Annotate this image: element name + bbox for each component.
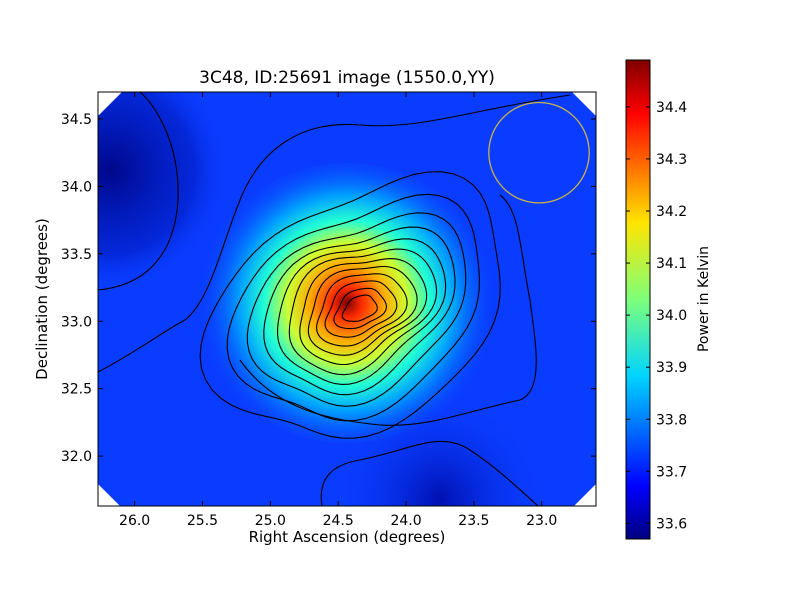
chart-title: 3C48, ID:25691 image (1550.0,YY) <box>199 68 495 88</box>
contour-line <box>246 212 467 407</box>
contour-line <box>307 265 418 356</box>
heatmap-image <box>98 92 596 506</box>
colorbar-tick-label: 34.1 <box>656 256 687 272</box>
colorbar-tick-label: 33.6 <box>656 516 687 532</box>
contour-lines <box>98 92 571 506</box>
y-tick-label: 33.0 <box>61 314 92 330</box>
colorbar-tick-label: 33.7 <box>656 464 687 480</box>
contour-line <box>288 248 438 376</box>
colorbar-tick-label: 34.0 <box>656 308 687 324</box>
x-tick-label: 25.5 <box>187 513 218 529</box>
contour-line <box>239 194 537 426</box>
contour-line <box>98 94 571 373</box>
colorbar-tick-label: 33.8 <box>656 412 687 428</box>
contour-line <box>226 193 480 422</box>
colorbar-tick-label: 33.9 <box>656 360 687 376</box>
colorbar-ticks: 33.6 33.7 33.8 33.9 34.0 34.1 34.2 34.3 34.4 <box>626 100 687 532</box>
colorbar <box>625 59 651 540</box>
beam-circle <box>488 101 590 204</box>
contour-line <box>199 171 501 439</box>
contour-line <box>98 92 179 291</box>
colorbar-label: Power in Kelvin <box>696 245 712 353</box>
contour-line <box>341 294 378 322</box>
plot-frame <box>97 91 597 507</box>
x-tick-label: 26.0 <box>119 513 150 529</box>
y-axis-ticks: 32.0 32.5 33.0 33.5 34.0 34.5 <box>61 112 596 465</box>
x-tick-label: 24.0 <box>390 513 421 529</box>
y-tick-label: 32.0 <box>61 449 92 465</box>
contour-line <box>316 273 408 347</box>
colorbar-tick-label: 34.4 <box>656 100 687 116</box>
y-tick-label: 33.5 <box>61 247 92 263</box>
contour-line <box>299 258 428 366</box>
y-tick-label: 34.5 <box>61 112 92 128</box>
y-tick-label: 32.5 <box>61 382 92 398</box>
x-tick-label: 24.5 <box>323 513 354 529</box>
contour-line <box>320 440 539 506</box>
contour-line <box>333 287 388 330</box>
y-tick-label: 34.0 <box>61 179 92 195</box>
x-tick-label: 23.5 <box>458 513 489 529</box>
contour-line <box>324 280 398 338</box>
y-axis-label: Declination (degrees) <box>33 218 51 380</box>
x-tick-label: 25.0 <box>255 513 286 529</box>
contour-line <box>263 226 456 396</box>
x-axis-ticks: 26.0 25.5 25.0 24.5 24.0 23.5 23.0 <box>119 92 557 529</box>
contour-line <box>277 238 447 385</box>
colorbar-tick-label: 34.3 <box>656 152 687 168</box>
x-axis-label: Right Ascension (degrees) <box>248 528 446 546</box>
x-tick-label: 23.0 <box>526 513 557 529</box>
colorbar-tick-label: 34.2 <box>656 204 687 220</box>
